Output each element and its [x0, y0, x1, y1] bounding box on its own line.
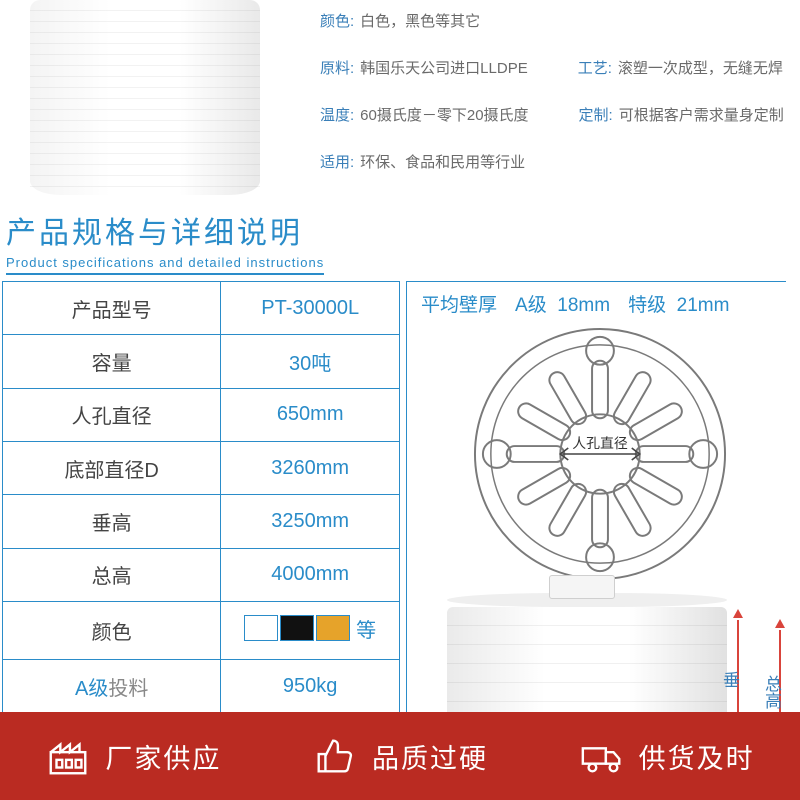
spec-key: 颜色	[3, 602, 221, 660]
banner-text: 供货及时	[639, 737, 755, 776]
color-swatch	[280, 615, 314, 641]
attr-temp: 温度: 60摄氏度－零下20摄氏度	[320, 104, 529, 125]
attr-value: 可根据客户需求量身定制	[619, 104, 784, 125]
section-title-en: Product specifications and detailed inst…	[6, 254, 324, 275]
spec-key: 垂高	[3, 495, 221, 548]
spec-value: 等	[221, 602, 400, 660]
section-heading: 产品规格与详细说明 Product specifications and det…	[0, 208, 800, 275]
banner-item: 品质过硬	[312, 733, 488, 779]
attr-material: 原料: 韩国乐天公司进口LLDPE	[320, 57, 528, 78]
attr-value: 韩国乐天公司进口LLDPE	[360, 57, 528, 78]
color-swatch	[316, 615, 350, 641]
spec-value: 950kg	[221, 660, 400, 713]
attr-value: 白色，黑色等其它	[360, 10, 480, 31]
truck-icon	[579, 733, 625, 779]
attr-color: 颜色: 白色，黑色等其它	[320, 10, 480, 31]
attr-process: 工艺: 滚塑一次成型，无缝无焊	[578, 57, 783, 78]
banner-text: 厂家供应	[105, 737, 221, 776]
section-title-cn: 产品规格与详细说明	[6, 208, 800, 252]
color-swatch	[244, 615, 278, 641]
attr-value: 60摄氏度－零下20摄氏度	[360, 104, 528, 125]
spec-value: 4000mm	[221, 548, 400, 601]
banner-item: 厂家供应	[45, 733, 221, 779]
spec-key: 人孔直径	[3, 388, 221, 441]
attr-scope: 适用: 环保、食品和民用等行业	[320, 151, 525, 172]
spec-value: PT-30000L	[221, 282, 400, 335]
spec-table: 产品型号PT-30000L容量30吨人孔直径650mm底部直径D3260mm垂高…	[2, 281, 400, 767]
spec-value: 30吨	[221, 335, 400, 388]
attr-label: 原料:	[320, 57, 354, 78]
spec-key: 产品型号	[3, 282, 221, 335]
banner-text: 品质过硬	[372, 737, 488, 776]
attr-value: 滚塑一次成型，无缝无焊	[618, 57, 783, 78]
manhole-label: 人孔直径	[572, 435, 628, 451]
diagram-panel: 平均壁厚 A级 18mm 特级 21mm	[406, 281, 786, 767]
top-view-diagram: 人孔直径	[471, 325, 729, 583]
spec-key: 总高	[3, 548, 221, 601]
attr-value: 环保、食品和民用等行业	[360, 151, 525, 172]
attr-label: 适用:	[320, 151, 354, 172]
thumbs-up-icon	[312, 733, 358, 779]
product-photo	[0, 0, 280, 200]
wall-thickness-header: 平均壁厚 A级 18mm 特级 21mm	[421, 290, 778, 317]
spec-key: 底部直径D	[3, 442, 221, 495]
attr-custom: 定制: 可根据客户需求量身定制	[579, 104, 784, 125]
spec-value: 650mm	[221, 388, 400, 441]
promo-banner: 厂家供应 品质过硬 供货及时	[0, 712, 800, 800]
thickness-label: 平均壁厚	[421, 290, 497, 317]
banner-item: 供货及时	[579, 733, 755, 779]
attr-label: 温度:	[320, 104, 354, 125]
spec-value: 3260mm	[221, 442, 400, 495]
attr-label: 颜色:	[320, 10, 354, 31]
tank-illustration	[30, 0, 260, 195]
factory-icon	[45, 733, 91, 779]
spec-key: A级投料	[3, 660, 221, 713]
attr-label: 工艺:	[578, 57, 612, 78]
spec-key: 容量	[3, 335, 221, 388]
attr-label: 定制:	[579, 104, 613, 125]
attribute-list: 颜色: 白色，黑色等其它 原料: 韩国乐天公司进口LLDPE 工艺: 滚塑一次成…	[280, 0, 790, 198]
spec-value: 3250mm	[221, 495, 400, 548]
